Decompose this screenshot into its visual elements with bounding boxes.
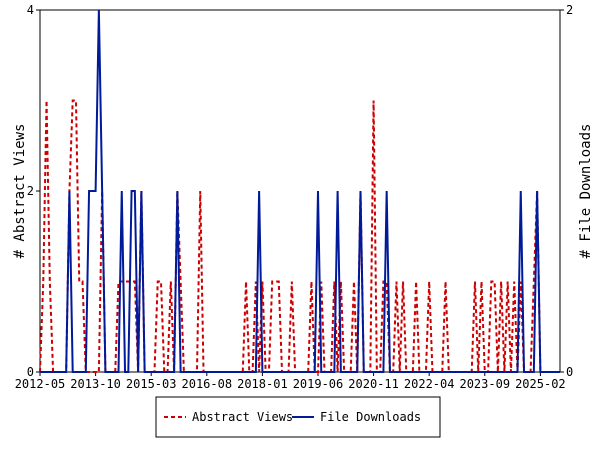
legend-label: File Downloads bbox=[320, 410, 421, 424]
y-tick-label: 2 bbox=[27, 184, 34, 198]
x-tick-label: 2016-08 bbox=[182, 377, 233, 391]
y-axis-label: # Abstract Views bbox=[12, 124, 28, 259]
x-tick-label: 2018-01 bbox=[237, 377, 288, 391]
x-tick-label: 2025-02 bbox=[515, 377, 566, 391]
y2-tick-label: 2 bbox=[566, 3, 573, 17]
legend-label: Abstract Views bbox=[192, 410, 293, 424]
y-tick-label: 4 bbox=[27, 3, 34, 17]
x-tick-label: 2020-11 bbox=[348, 377, 399, 391]
series-line bbox=[40, 9, 560, 373]
y2-axis-label: # File Downloads bbox=[578, 124, 594, 259]
x-tick-label: 2015-03 bbox=[126, 377, 177, 391]
x-tick-label: 2013-10 bbox=[70, 377, 121, 391]
y2-tick-label: 0 bbox=[566, 365, 573, 379]
x-tick-label: 2023-09 bbox=[459, 377, 510, 391]
x-tick-label: 2022-04 bbox=[404, 377, 455, 391]
x-tick-label: 2012-05 bbox=[15, 377, 66, 391]
legend bbox=[155, 396, 441, 438]
series-line bbox=[39, 99, 560, 373]
x-tick-label: 2019-06 bbox=[293, 377, 344, 391]
y-tick-label: 0 bbox=[27, 365, 34, 379]
